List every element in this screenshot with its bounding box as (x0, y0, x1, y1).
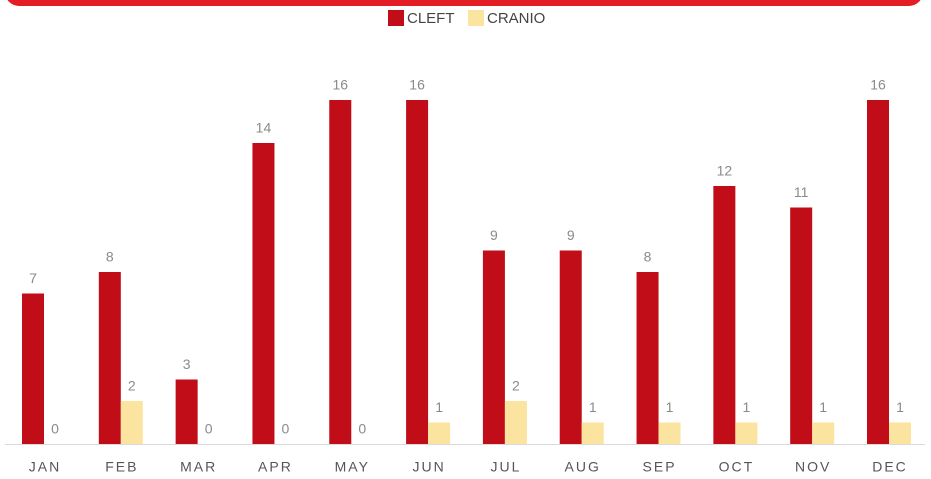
data-label: 1 (896, 399, 904, 415)
bar (812, 422, 835, 444)
data-label: 7 (29, 270, 37, 286)
data-label: 0 (358, 421, 366, 437)
x-tick-label: DEC (872, 459, 908, 475)
x-tick-label: OCT (719, 459, 755, 475)
data-label: 9 (567, 227, 575, 243)
x-tick-label: APR (258, 459, 293, 475)
x-tick-label: AUG (565, 459, 601, 475)
data-label: 16 (870, 77, 886, 93)
bar (581, 422, 604, 444)
bar (889, 422, 911, 444)
data-label: 1 (435, 399, 443, 415)
data-label: 8 (106, 249, 114, 265)
data-label: 1 (666, 399, 674, 415)
bar (636, 272, 659, 444)
data-label: 1 (589, 399, 597, 415)
data-label: 3 (183, 356, 191, 372)
header-banner (7, 0, 921, 6)
legend-label: CLEFT (407, 10, 455, 27)
bar (658, 422, 681, 444)
x-tick-label: FEB (105, 459, 138, 475)
legend-swatch (388, 10, 404, 26)
x-tick-label: JAN (29, 459, 61, 475)
data-label: 0 (205, 421, 213, 437)
data-label: 1 (819, 399, 827, 415)
data-label: 14 (256, 120, 272, 136)
data-label: 2 (128, 378, 136, 394)
bar (713, 186, 736, 444)
bar (790, 207, 813, 444)
bar (559, 250, 582, 444)
bar (120, 401, 143, 444)
bar (98, 272, 121, 444)
data-label: 11 (794, 184, 809, 200)
data-label: 0 (282, 421, 290, 437)
x-tick-label: JUL (490, 459, 521, 475)
legend-swatch (468, 10, 484, 26)
bar (329, 100, 352, 444)
data-label: 8 (644, 249, 652, 265)
bar (504, 401, 527, 444)
bar (22, 293, 44, 444)
data-label: 9 (490, 227, 498, 243)
x-tick-label: NOV (795, 459, 831, 475)
legend-label: CRANIO (487, 10, 545, 27)
x-tick-label: JUN (412, 459, 445, 475)
data-label: 16 (332, 77, 348, 93)
data-label: 12 (717, 163, 733, 179)
data-label: 2 (512, 378, 520, 394)
bar (482, 250, 505, 444)
bar (406, 100, 429, 444)
data-label: 16 (409, 77, 425, 93)
x-tick-label: SEP (643, 459, 677, 475)
x-tick-label: MAY (335, 459, 370, 475)
x-tick-label: MAR (180, 459, 217, 475)
bar (175, 379, 198, 444)
data-label: 1 (742, 399, 750, 415)
bar (428, 422, 451, 444)
bar (252, 143, 275, 444)
data-label: 0 (51, 421, 59, 437)
bar (735, 422, 758, 444)
bar (867, 100, 889, 444)
